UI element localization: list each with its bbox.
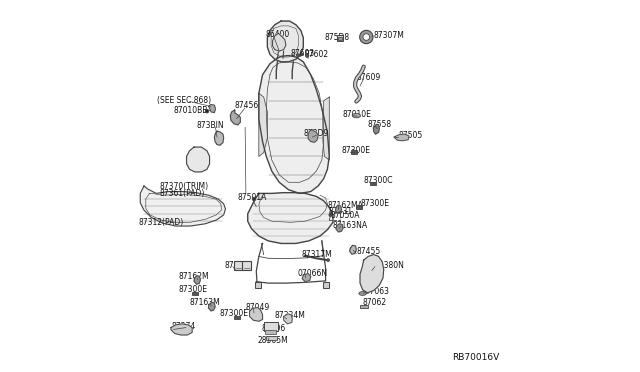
- Polygon shape: [209, 105, 216, 113]
- Ellipse shape: [352, 113, 360, 118]
- Bar: [329, 212, 340, 220]
- Bar: [242, 261, 251, 270]
- Text: 87306: 87306: [262, 324, 285, 333]
- Text: 87380N: 87380N: [375, 261, 404, 270]
- Bar: [370, 182, 376, 185]
- Circle shape: [329, 214, 332, 217]
- Text: 873BIN: 873BIN: [197, 122, 225, 131]
- Text: 87307M: 87307M: [374, 31, 404, 40]
- Polygon shape: [394, 134, 409, 141]
- Polygon shape: [268, 21, 303, 62]
- Polygon shape: [336, 224, 343, 232]
- Bar: [234, 316, 240, 320]
- Text: 87300E: 87300E: [179, 285, 207, 294]
- Text: 87501A: 87501A: [237, 193, 267, 202]
- Polygon shape: [308, 130, 318, 142]
- Polygon shape: [335, 205, 342, 214]
- Bar: [264, 323, 278, 331]
- Polygon shape: [284, 314, 292, 324]
- Text: 87049: 87049: [245, 303, 269, 312]
- Text: 87374: 87374: [171, 321, 195, 331]
- Bar: [337, 35, 343, 41]
- Polygon shape: [214, 131, 223, 145]
- Text: 87317M: 87317M: [301, 250, 332, 259]
- Text: 87300E: 87300E: [361, 199, 390, 208]
- Text: (SEE SEC.868): (SEE SEC.868): [157, 96, 211, 105]
- Bar: [255, 282, 262, 288]
- Polygon shape: [259, 55, 329, 193]
- Polygon shape: [171, 324, 192, 335]
- Text: -87063: -87063: [363, 287, 390, 296]
- Polygon shape: [302, 273, 311, 282]
- Bar: [323, 282, 329, 288]
- Text: 87062: 87062: [363, 298, 387, 307]
- Bar: [360, 305, 368, 308]
- Bar: [351, 150, 357, 154]
- Text: 87602: 87602: [305, 50, 328, 59]
- Bar: [356, 205, 362, 209]
- Text: 87010E: 87010E: [343, 110, 372, 119]
- Circle shape: [363, 34, 370, 40]
- Text: 28565M: 28565M: [258, 336, 289, 346]
- Bar: [265, 330, 276, 334]
- Text: 87334M: 87334M: [275, 311, 306, 320]
- Polygon shape: [373, 125, 380, 134]
- Polygon shape: [140, 186, 225, 226]
- Circle shape: [305, 54, 308, 57]
- Text: 87312(PAD): 87312(PAD): [138, 218, 184, 227]
- Text: 87609: 87609: [356, 73, 381, 82]
- Polygon shape: [194, 276, 200, 284]
- Text: 87300E: 87300E: [342, 146, 371, 155]
- Text: 87361(PAD): 87361(PAD): [160, 189, 205, 198]
- Text: 87163NA: 87163NA: [333, 221, 368, 230]
- Text: 87162MA: 87162MA: [328, 201, 364, 210]
- Polygon shape: [250, 308, 262, 321]
- Text: 87162M: 87162M: [179, 272, 209, 281]
- Text: 87558: 87558: [367, 121, 392, 129]
- Circle shape: [301, 53, 303, 55]
- Text: 86400: 86400: [265, 30, 289, 39]
- Ellipse shape: [359, 292, 366, 295]
- Circle shape: [296, 54, 300, 57]
- Polygon shape: [259, 93, 268, 156]
- Circle shape: [326, 259, 330, 262]
- Circle shape: [360, 31, 373, 44]
- Text: 07066N: 07066N: [298, 269, 328, 278]
- Text: 873D9: 873D9: [303, 129, 328, 138]
- Polygon shape: [273, 33, 286, 51]
- Text: 87163M: 87163M: [189, 298, 220, 307]
- Polygon shape: [248, 193, 333, 243]
- Text: 87370(TRIM): 87370(TRIM): [160, 182, 209, 191]
- Text: 87391: 87391: [225, 261, 248, 270]
- Polygon shape: [360, 254, 384, 293]
- Polygon shape: [230, 110, 240, 125]
- Polygon shape: [187, 147, 209, 172]
- Text: 875D8: 875D8: [324, 33, 349, 42]
- Text: 87300C: 87300C: [364, 176, 393, 185]
- Text: 87631: 87631: [328, 207, 352, 216]
- Polygon shape: [349, 245, 356, 254]
- Text: 87455: 87455: [356, 247, 381, 256]
- Circle shape: [205, 109, 209, 113]
- Text: 87603: 87603: [291, 49, 315, 58]
- Circle shape: [252, 197, 256, 201]
- Bar: [266, 336, 276, 340]
- Text: 87505: 87505: [399, 131, 423, 141]
- Polygon shape: [209, 302, 215, 311]
- Text: 87300E: 87300E: [220, 310, 249, 318]
- Bar: [338, 37, 342, 40]
- Bar: [192, 292, 198, 295]
- Text: 87050A: 87050A: [330, 211, 360, 220]
- Text: RB70016V: RB70016V: [452, 353, 500, 362]
- Polygon shape: [323, 97, 329, 160]
- Text: 87456: 87456: [234, 101, 259, 110]
- Bar: [234, 261, 243, 270]
- Text: 87010BB: 87010BB: [173, 106, 208, 115]
